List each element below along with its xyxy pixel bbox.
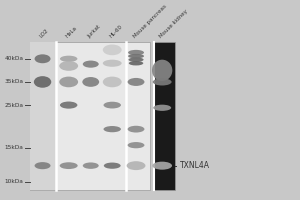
Ellipse shape	[60, 102, 77, 109]
Text: LO2: LO2	[39, 28, 50, 39]
Text: Mouse kidney: Mouse kidney	[159, 9, 189, 39]
Bar	[30, 42, 150, 190]
Text: Mouse pancreas: Mouse pancreas	[133, 4, 168, 39]
Text: 25kDa: 25kDa	[4, 103, 23, 108]
Ellipse shape	[153, 105, 171, 111]
Ellipse shape	[103, 126, 121, 132]
Text: HeLa: HeLa	[65, 26, 79, 39]
Ellipse shape	[59, 77, 78, 87]
Ellipse shape	[153, 78, 172, 86]
Ellipse shape	[82, 77, 99, 87]
Text: 40kDa: 40kDa	[4, 56, 23, 61]
Text: Jurkat: Jurkat	[87, 24, 102, 39]
Ellipse shape	[34, 54, 50, 63]
Ellipse shape	[128, 78, 145, 86]
Ellipse shape	[60, 162, 78, 169]
Ellipse shape	[59, 61, 78, 71]
Ellipse shape	[103, 102, 121, 108]
Ellipse shape	[103, 77, 122, 87]
Text: TXNL4A: TXNL4A	[180, 161, 210, 170]
Ellipse shape	[127, 161, 146, 170]
Ellipse shape	[128, 54, 144, 58]
Ellipse shape	[83, 162, 99, 169]
Text: 15kDa: 15kDa	[4, 145, 23, 150]
Ellipse shape	[128, 126, 145, 133]
Ellipse shape	[83, 61, 99, 68]
Bar	[154, 42, 175, 190]
Ellipse shape	[128, 57, 144, 62]
Ellipse shape	[34, 162, 50, 169]
Text: HL-60: HL-60	[109, 24, 124, 39]
Ellipse shape	[103, 60, 122, 67]
Ellipse shape	[152, 60, 172, 81]
Text: 10kDa: 10kDa	[4, 179, 23, 184]
Text: 35kDa: 35kDa	[4, 79, 23, 84]
Bar	[30, 42, 56, 190]
Ellipse shape	[60, 56, 77, 62]
Ellipse shape	[103, 45, 122, 55]
Ellipse shape	[34, 76, 51, 88]
Ellipse shape	[152, 162, 172, 170]
Ellipse shape	[104, 163, 121, 169]
Ellipse shape	[128, 50, 144, 55]
Ellipse shape	[128, 142, 145, 148]
Ellipse shape	[129, 61, 143, 65]
